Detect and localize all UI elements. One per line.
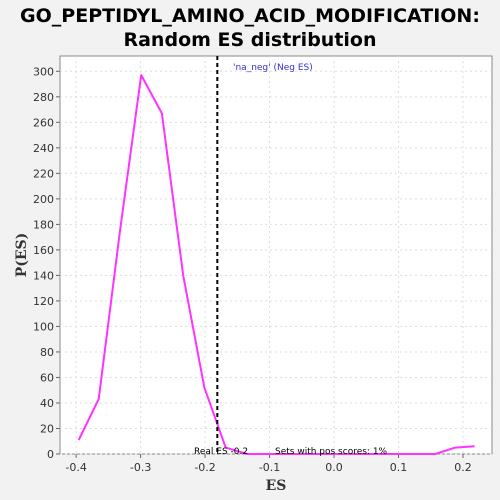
y-tick-label: 280 bbox=[33, 91, 54, 104]
x-tick-label: -0.3 bbox=[130, 461, 151, 474]
pos-scores-label: Sets with pos scores: 1% bbox=[275, 447, 388, 457]
y-tick-label: 300 bbox=[33, 65, 54, 78]
y-tick-label: 0 bbox=[47, 448, 54, 461]
chart-title: GO_PEPTIDYL_AMINO_ACID_MODIFICATION: Ran… bbox=[0, 4, 500, 52]
legend-label: 'na_neg' (Neg ES) bbox=[233, 63, 313, 73]
y-tick-label: 240 bbox=[33, 142, 54, 155]
series-layer bbox=[77, 74, 475, 455]
chart-title-line2: Random ES distribution bbox=[123, 29, 377, 51]
y-tick-label: 180 bbox=[33, 218, 54, 231]
y-tick-label: 140 bbox=[33, 269, 54, 282]
x-tick-label: 0.2 bbox=[454, 461, 472, 474]
x-tick-label: -0.2 bbox=[194, 461, 215, 474]
y-tick-label: 120 bbox=[33, 295, 54, 308]
real-es-label: Real ES -0.2 bbox=[194, 447, 248, 457]
y-tick-label: 40 bbox=[40, 397, 54, 410]
y-tick-label: 260 bbox=[33, 116, 54, 129]
y-tick-label: 220 bbox=[33, 167, 54, 180]
y-tick-label: 80 bbox=[40, 346, 54, 359]
plot-area bbox=[59, 55, 493, 455]
y-tick-label: 20 bbox=[40, 422, 54, 435]
chart-title-line1: GO_PEPTIDYL_AMINO_ACID_MODIFICATION: bbox=[20, 5, 480, 27]
y-tick-label: 100 bbox=[33, 320, 54, 333]
y-tick-label: 60 bbox=[40, 371, 54, 384]
y-axis-label: P(ES) bbox=[14, 233, 30, 278]
series-line-neg-es bbox=[77, 74, 475, 455]
y-tick-label: 200 bbox=[33, 193, 54, 206]
x-axis-label: ES bbox=[266, 478, 287, 494]
y-tick-label: 160 bbox=[33, 244, 54, 257]
x-tick-label: 0.0 bbox=[325, 461, 343, 474]
axes: 0 20 40 60 80 100 120 140 160 180 200 220 240 260 280 3… bbox=[33, 65, 472, 474]
grid-lines bbox=[60, 56, 492, 455]
x-tick-label: -0.4 bbox=[65, 461, 86, 474]
x-tick-label: -0.1 bbox=[259, 461, 280, 474]
x-tick-label: 0.1 bbox=[390, 461, 408, 474]
